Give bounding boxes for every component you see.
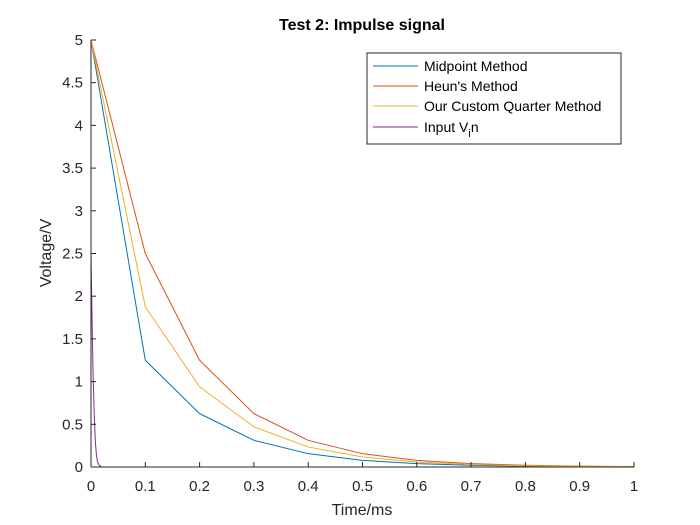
y-tick-label: 3 [75, 203, 83, 220]
x-tick-label: 0.8 [515, 478, 536, 495]
legend-label-midpoint: Midpoint Method [424, 58, 528, 74]
x-tick-label: 0 [87, 478, 95, 495]
legend-label-input: Input Vin [424, 119, 479, 140]
y-tick-label: 2.5 [62, 246, 83, 263]
y-tick-label: 1 [75, 374, 83, 391]
y-tick-label: 3.5 [62, 160, 83, 177]
series-quarter-line [90, 39, 635, 468]
legend-input-main: Input V [424, 119, 469, 135]
y-tick-label: 1.5 [62, 331, 83, 348]
y-axis-label: Voltage/V [38, 218, 55, 287]
x-axis-label: Time/ms [332, 502, 393, 519]
legend-input-tail: n [471, 119, 479, 135]
legend-input-subscript: i [468, 128, 470, 140]
y-tick-label: 2 [75, 288, 83, 305]
legend-label-quarter: Our Custom Quarter Method [424, 98, 601, 114]
x-tick-label: 0.7 [461, 478, 482, 495]
legend-label-heun: Heun's Method [424, 78, 518, 94]
legend-box [366, 52, 622, 145]
x-tick-label: 0.1 [135, 478, 156, 495]
y-tick-label: 4.5 [62, 75, 83, 92]
x-tick-label: 0.9 [569, 478, 590, 495]
y-tick-label: 0.5 [62, 416, 83, 433]
x-ticks: 0 0.1 0.2 0.3 0.4 0.5 0.6 0.7 0.8 0.9 1 [87, 462, 638, 495]
x-tick-label: 0.6 [406, 478, 427, 495]
x-tick-label: 0.3 [243, 478, 264, 495]
x-tick-label: 0.2 [189, 478, 210, 495]
y-tick-label: 0 [75, 459, 83, 476]
legend: Midpoint Method Heun's Method Our Custom… [366, 52, 622, 145]
y-tick-label: 5 [75, 32, 83, 49]
x-tick-label: 0.4 [298, 478, 319, 495]
y-tick-label: 4 [75, 117, 83, 134]
y-ticks: 0 0.5 1 1.5 2 2.5 3 3.5 4 4.5 5 [62, 32, 96, 476]
x-tick-label: 1 [630, 478, 638, 495]
chart-title: Test 2: Impulse signal [279, 17, 445, 34]
x-tick-label: 0.5 [352, 478, 373, 495]
